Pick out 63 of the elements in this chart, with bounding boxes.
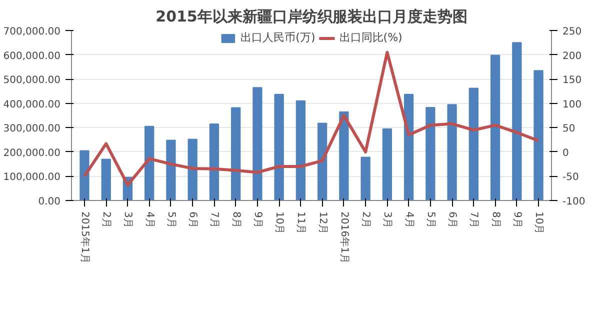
y-tick-label: 400,000.00: [3, 99, 61, 110]
bar: [101, 158, 111, 200]
y-tick-label: 500,000.00: [3, 75, 61, 86]
y2-tick-label: 0: [562, 148, 569, 159]
bar: [447, 104, 457, 200]
y-tick-label: 700,000.00: [3, 26, 61, 38]
bar: [490, 54, 500, 200]
x-tick-label: 8月: [490, 212, 501, 228]
x-tick-label: 2016年1月: [338, 212, 350, 264]
x-tick-label: 4月: [403, 212, 414, 228]
x-tick-label: 3月: [382, 212, 393, 228]
bar: [166, 140, 176, 200]
x-tick-label: 4月: [144, 212, 155, 228]
y2-tick-label: 100: [562, 99, 582, 110]
bar: [231, 107, 241, 200]
bar: [209, 124, 220, 200]
bar: [144, 126, 154, 200]
x-tick-label: 6月: [187, 212, 198, 228]
line-series: [82, 50, 540, 186]
bar: [468, 88, 478, 200]
bar: [274, 94, 284, 200]
y2-tick-label: 250: [562, 26, 582, 38]
bar: [252, 87, 262, 200]
x-tick-label: 5月: [424, 212, 436, 228]
bar: [382, 128, 392, 200]
bar: [360, 156, 370, 200]
x-tick-label: 8月: [230, 212, 242, 228]
y2-tick-label: 150: [562, 75, 582, 86]
bar: [426, 106, 436, 200]
legend-label: 出口同比(%): [339, 30, 402, 45]
x-tick-label: 10月: [274, 212, 285, 234]
x-tick-label: 7月: [208, 212, 220, 228]
x-tick-label: 9月: [252, 212, 263, 228]
bar: [534, 70, 544, 200]
y2-tick-label: -100: [562, 196, 586, 208]
bar: [188, 138, 198, 200]
y2-tick-label: 200: [562, 50, 582, 62]
chart-title: 2015年以来新疆口岸纺织服装出口月度走势图: [156, 8, 468, 26]
x-tick-label: 2月: [360, 212, 372, 228]
x-tick-label: 10月: [533, 212, 544, 234]
x-tick-label: 5月: [165, 212, 176, 228]
x-tick-label: 7月: [468, 212, 480, 228]
y-tick-label: 300,000.00: [3, 124, 61, 135]
x-tick-label: 12月: [316, 212, 328, 234]
x-tick-label: 9月: [511, 212, 522, 228]
y-tick-label: 200,000.00: [3, 148, 61, 159]
x-tick-label: 6月: [446, 212, 458, 228]
y-tick-label: 0.00: [38, 196, 60, 208]
bar: [339, 111, 349, 200]
bar: [80, 150, 90, 200]
bar: [512, 42, 522, 200]
x-tick-label: 2月: [100, 212, 112, 228]
y2-tick-label: -50: [562, 172, 579, 184]
y-tick-label: 600,000.00: [3, 50, 61, 62]
bar: [404, 94, 414, 200]
x-tick-label: 2015年1月: [78, 212, 91, 264]
bar: [296, 100, 306, 200]
x-tick-label: 11月: [295, 212, 306, 234]
y-tick-label: 100,000.00: [3, 172, 61, 184]
bar: [317, 122, 328, 200]
y2-tick-label: 50: [562, 124, 576, 135]
x-tick-label: 3月: [122, 212, 134, 228]
legend-label: 出口人民币(万): [240, 30, 316, 45]
